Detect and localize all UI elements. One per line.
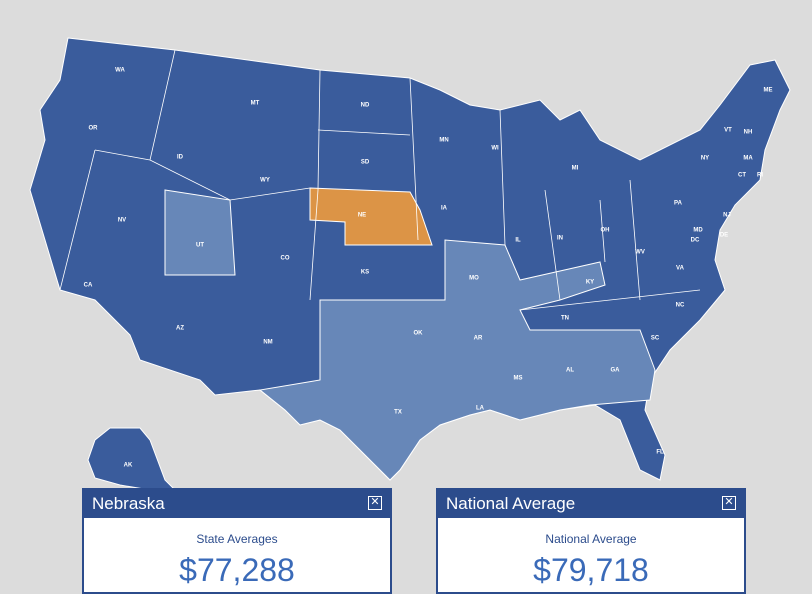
state-label: MO <box>469 276 479 282</box>
state-label: OR <box>89 126 99 132</box>
state-label: ND <box>361 103 370 109</box>
panel-value: $77,288 <box>179 552 295 588</box>
state-label: NJ <box>723 213 731 219</box>
close-button[interactable]: ✕ <box>722 496 736 510</box>
close-button[interactable]: ✕ <box>368 496 382 510</box>
info-panel: Nebraska ✕ State Averages $77,288 <box>82 488 392 594</box>
state-label: WY <box>260 178 270 184</box>
state-label: OH <box>601 228 610 234</box>
state-label: DE <box>720 233 728 239</box>
state-label: TN <box>561 316 569 322</box>
state-label: MN <box>439 138 448 144</box>
panel-title: National Average <box>446 494 576 513</box>
state-label: NC <box>676 303 685 309</box>
state-label: MD <box>693 228 703 234</box>
panel-header: National Average ✕ <box>438 490 744 518</box>
state-label: NE <box>358 213 366 219</box>
panel-title: Nebraska <box>92 494 165 513</box>
state-label: IL <box>515 238 521 244</box>
state-label: UT <box>196 243 204 249</box>
state-label: VA <box>676 266 685 272</box>
state-label: VT <box>724 128 732 134</box>
state-label: KS <box>361 270 369 276</box>
state-label: NY <box>701 156 709 162</box>
state-label: WA <box>115 68 125 74</box>
state-borders <box>59 49 701 311</box>
state-label: NH <box>744 130 753 136</box>
panel-value: $79,718 <box>533 552 649 588</box>
state-label: KY <box>586 280 594 286</box>
state-label: RI <box>757 173 763 179</box>
state-label: PA <box>674 201 683 207</box>
state-label: AK <box>124 463 133 469</box>
panel-header: Nebraska ✕ <box>84 490 390 518</box>
state-label: ME <box>764 88 773 94</box>
state-label: TX <box>394 410 402 416</box>
state-label: OK <box>414 331 424 337</box>
state-label: WI <box>491 146 499 152</box>
state-label: SD <box>361 160 370 166</box>
state-label: CA <box>84 283 93 289</box>
state-label: GA <box>611 368 621 374</box>
state-label: LA <box>476 406 485 412</box>
state-label: CO <box>281 256 290 262</box>
state-label: AZ <box>176 326 184 332</box>
panel-label: State Averages <box>196 532 278 546</box>
state-label: MI <box>572 166 579 172</box>
state-label: MT <box>251 101 260 107</box>
state-label: SC <box>651 336 660 342</box>
state-label: MS <box>514 376 523 382</box>
state-label: CT <box>738 173 746 179</box>
state-label: IN <box>557 236 563 242</box>
state-label: ID <box>177 155 184 161</box>
state-group-light[interactable] <box>164 189 656 481</box>
state-label: NM <box>263 340 272 346</box>
state-label: DC <box>691 238 700 244</box>
state-label: IA <box>441 206 448 212</box>
state-label: MA <box>743 156 753 162</box>
panel-label: National Average <box>545 532 637 546</box>
state-label: FL <box>656 450 664 456</box>
state-label: AL <box>566 368 574 374</box>
state-label: WV <box>635 250 645 256</box>
state-label: NV <box>118 218 126 224</box>
state-label: AR <box>474 336 483 342</box>
info-panel: National Average ✕ National Average $79,7… <box>436 488 746 594</box>
